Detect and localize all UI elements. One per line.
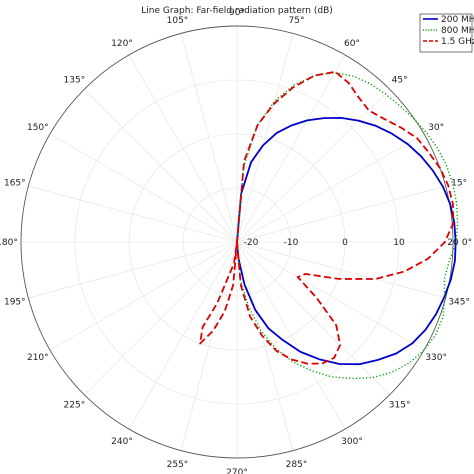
- angle-label-90: 90°: [229, 8, 245, 18]
- angle-label-285: 285°: [286, 460, 308, 470]
- chart-title: Line Graph: Far-field radiation pattern …: [141, 6, 333, 16]
- angle-label-15: 15°: [451, 178, 467, 188]
- series-layer: [199, 70, 459, 380]
- angle-label-75: 75°: [289, 16, 305, 26]
- angle-label-0: 0°: [462, 238, 472, 248]
- radial-tick-1: -10: [284, 238, 299, 248]
- angle-label-150: 150°: [27, 123, 49, 133]
- angle-label-60: 60°: [344, 39, 360, 49]
- angle-label-135: 135°: [64, 75, 86, 85]
- angle-label-180: 180°: [0, 238, 18, 248]
- angle-label-45: 45°: [392, 75, 408, 85]
- series-1-5-ghz: [236, 70, 455, 365]
- angle-label-300: 300°: [341, 437, 363, 447]
- legend-label-200-mhz: 200 MHz: [441, 15, 474, 25]
- radial-tick-labels: -20 -10 0 10 20: [244, 238, 459, 248]
- angle-label-225: 225°: [64, 401, 86, 411]
- angle-label-240: 240°: [111, 437, 133, 447]
- ring-0: [128, 133, 346, 351]
- angle-label-195: 195°: [4, 298, 26, 308]
- legend: 200 MHz800 MHz1.5 GHz: [419, 13, 474, 53]
- angle-label-345: 345°: [448, 298, 470, 308]
- radial-tick-3: 10: [393, 238, 405, 248]
- series-800-mhz: [236, 72, 459, 380]
- radial-tick-2: 0: [342, 238, 348, 248]
- series-1-5-ghz-lower-lobe: [199, 241, 238, 345]
- outer-ring: [20, 25, 454, 459]
- angle-label-30: 30°: [428, 123, 444, 133]
- angle-labels: 0° 15° 30° 45° 60° 75° 90° 105° 120° 135° 150° 165°…: [0, 8, 472, 474]
- angle-label-315: 315°: [389, 401, 411, 411]
- angle-label-105: 105°: [167, 16, 189, 26]
- radial-tick-0: -20: [244, 238, 259, 248]
- angle-label-255: 255°: [167, 460, 189, 470]
- legend-label-800-mhz: 800 MHz: [441, 26, 474, 36]
- angle-label-210: 210°: [27, 353, 49, 363]
- ring--10: [182, 187, 292, 297]
- radial-tick-4: 20: [447, 238, 459, 248]
- angle-label-270: 270°: [226, 468, 248, 474]
- angle-label-330: 330°: [425, 353, 447, 363]
- legend-label-1-5-ghz: 1.5 GHz: [441, 37, 474, 47]
- angle-label-165: 165°: [4, 178, 26, 188]
- legend-box: [419, 13, 473, 53]
- ring-10: [74, 79, 400, 405]
- angle-label-120: 120°: [111, 39, 133, 49]
